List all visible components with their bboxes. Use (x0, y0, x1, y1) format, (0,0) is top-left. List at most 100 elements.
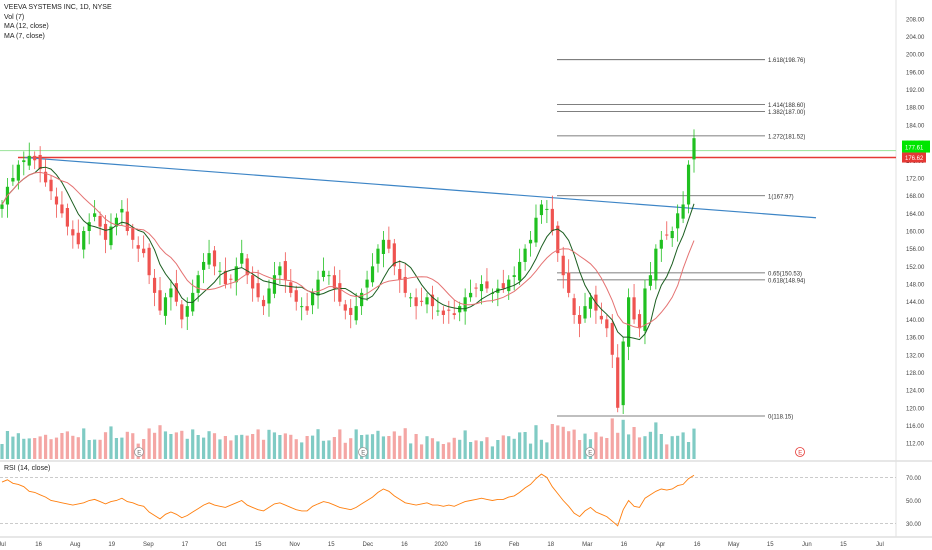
volume-bar (338, 429, 342, 459)
candle-body (310, 292, 315, 306)
volume-bar (637, 437, 642, 459)
price-tick-label: 136.00 (906, 336, 925, 342)
price-tick-label: 172.00 (906, 176, 925, 182)
volume-bar (681, 432, 685, 459)
price-tick-label: 188.00 (906, 106, 925, 112)
volume-bar (65, 431, 69, 459)
time-tick-label: 2020 (434, 542, 448, 548)
price-tick-label: 112.00 (906, 442, 925, 448)
candle-body (507, 279, 511, 292)
candle-body (627, 297, 631, 347)
time-axis[interactable]: Jul 16 Aug 19 Sep 17 Oct 15 Nov 15 Dec 16 2020 16 Feb 1… (0, 542, 884, 548)
volume-bar (54, 437, 59, 459)
volume-bar (256, 429, 260, 459)
candle-body (414, 297, 418, 307)
price-tick-label: 164.00 (906, 212, 925, 218)
rsi-indicator-label[interactable]: RSI (14, close) (4, 465, 51, 472)
volume-bar (360, 435, 364, 459)
volume-bar (561, 426, 565, 459)
volume-bar (463, 430, 467, 459)
volume-bar (218, 439, 222, 459)
volume-bar (485, 437, 489, 459)
candle-body (54, 196, 59, 205)
candle-body (218, 270, 222, 272)
time-tick-label: Jun (802, 542, 812, 548)
candle-body (131, 228, 135, 240)
volume-bar (545, 442, 549, 459)
candle-body (305, 306, 309, 311)
volume-bar (577, 440, 582, 459)
candle-body (16, 164, 20, 181)
volume-bar (474, 440, 478, 459)
candle-body (207, 253, 211, 265)
candle-body (458, 306, 462, 313)
candle-body (267, 288, 271, 304)
time-tick-label: Jul (0, 542, 6, 548)
candle-body (87, 222, 91, 231)
volume-bar (196, 435, 200, 459)
candle-body (474, 287, 478, 289)
ma7-indicator-label[interactable]: MA (7, close) (4, 32, 45, 40)
candle-body (376, 248, 380, 264)
volume-bar (583, 433, 587, 459)
fib-level-label: 1.272(181.52) (768, 134, 805, 140)
candle-body (169, 288, 173, 298)
candle-body (648, 275, 653, 286)
candle-body (27, 155, 31, 166)
volume-bar (621, 419, 625, 459)
fib-level-label: 0.65(150.53) (768, 271, 802, 277)
candle-body (643, 288, 647, 331)
candle-body (523, 248, 527, 262)
candle-body (158, 290, 162, 311)
candle-body (692, 138, 696, 160)
volume-bar (692, 428, 696, 459)
volume-indicator-label[interactable]: Vol (7) (4, 13, 25, 21)
volume-bar (147, 428, 151, 459)
candle-body (681, 204, 685, 219)
volume-bar (365, 434, 369, 459)
time-tick-label: 16 (35, 542, 42, 548)
price-axis[interactable]: 208.00 204.00 200.00 196.00 192.00 188.00 184.… (902, 17, 930, 448)
candle-body (370, 266, 375, 283)
candle-body (441, 310, 445, 315)
candle-body (637, 314, 642, 329)
volume-bar (49, 439, 53, 459)
price-tick-label: 128.00 (906, 371, 925, 377)
candle-body (387, 239, 391, 249)
candle-body (659, 239, 663, 249)
last-price-green-box (902, 140, 930, 153)
candle-body (583, 306, 587, 319)
price-tick-label: 132.00 (906, 353, 925, 359)
candle-body (240, 253, 244, 264)
earnings-marker (134, 447, 144, 457)
time-tick-label: Aug (70, 542, 81, 548)
time-tick-label: Apr (656, 542, 665, 548)
volume-bar (354, 429, 358, 459)
volume-bar (452, 437, 456, 459)
time-tick-label: Oct (217, 542, 227, 548)
candle-body (343, 304, 347, 311)
ma12-indicator-label[interactable]: MA (12, close) (4, 23, 49, 30)
candle-body (654, 248, 658, 281)
volume-bar (501, 435, 505, 459)
symbol-title[interactable]: VEEVA SYSTEMS INC, 1D, NYSE (4, 4, 112, 11)
candle-body (152, 277, 157, 293)
volume-bar (409, 443, 413, 459)
price-tick-label: 156.00 (906, 247, 925, 253)
candle-body (430, 294, 435, 307)
candle-body (349, 307, 353, 315)
volume-bar (283, 433, 287, 459)
chart-legend: VEEVA SYSTEMS INC, 1D, NYSE Vol (7) MA (… (4, 3, 112, 41)
candle-body (518, 261, 522, 281)
volume-bar (234, 435, 238, 459)
volume-bar (294, 439, 298, 459)
earnings-marker-label: E (798, 451, 802, 457)
price-tick-label: 204.00 (906, 35, 925, 41)
volume-bar (343, 442, 347, 459)
candle-body (114, 217, 119, 227)
volume-bar (27, 438, 31, 459)
volume-bar (349, 438, 353, 459)
candle-body (202, 261, 206, 270)
